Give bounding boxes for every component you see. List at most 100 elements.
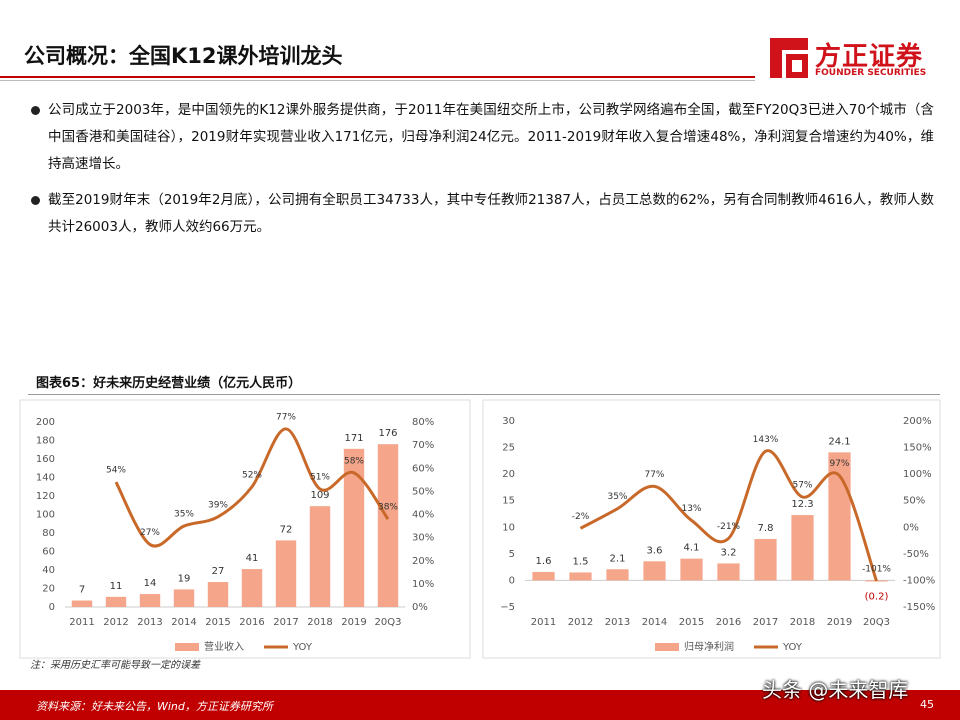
bar xyxy=(275,540,297,607)
line-value-label: 77% xyxy=(276,412,296,422)
y-tick-label: 0 xyxy=(509,575,515,586)
x-tick-label: 2017 xyxy=(273,617,298,628)
y-tick-label: 120 xyxy=(36,491,55,502)
bar-value-label: 1.5 xyxy=(573,556,589,567)
bar xyxy=(532,571,555,581)
bar-value-label: 176 xyxy=(378,428,397,439)
chart-frame xyxy=(482,399,941,659)
line-value-label: 143% xyxy=(753,435,779,445)
bar-value-label: 11 xyxy=(110,581,123,592)
bar-value-label: 109 xyxy=(310,490,329,501)
legend-swatch xyxy=(655,643,679,651)
bar xyxy=(791,515,814,581)
figure-title: 图表65：好未来历史经营业绩（亿元人民币） xyxy=(36,376,302,391)
y2-tick-label: 0% xyxy=(412,602,428,613)
y-tick-label: 0 xyxy=(49,602,55,613)
bullet-item: 截至2019财年末（2019年2月底），公司拥有全职员工34733人，其中专任教… xyxy=(31,187,934,241)
figure-rule xyxy=(28,394,940,395)
legend-swatch xyxy=(175,643,199,651)
y2-tick-label: 40% xyxy=(412,510,434,521)
bar xyxy=(71,600,93,607)
footer-source: 资料来源：好未来公告，Wind，方正证券研究所 xyxy=(36,700,273,713)
y-tick-label: 10 xyxy=(502,522,515,533)
bullet-item: 公司成立于2003年，是中国领先的K12课外服务提供商，于2011年在美国纽交所… xyxy=(31,97,934,178)
y-tick-label: 100 xyxy=(36,510,55,521)
line-value-label: -21% xyxy=(717,522,741,532)
y2-tick-label: 30% xyxy=(412,533,434,544)
y2-tick-label: 100% xyxy=(903,469,932,480)
line-value-label: 38% xyxy=(378,503,398,513)
line-value-label: 35% xyxy=(174,510,194,520)
y2-tick-label: -100% xyxy=(903,575,935,586)
y2-tick-label: 150% xyxy=(903,443,932,454)
line-value-label: 58% xyxy=(344,456,364,466)
bar-value-label: 3.2 xyxy=(721,547,737,558)
bar xyxy=(680,558,703,581)
legend-label: YOY xyxy=(782,642,803,653)
bar xyxy=(754,538,777,581)
y2-tick-label: 50% xyxy=(903,496,925,507)
line-value-label: -101% xyxy=(862,564,891,574)
bar xyxy=(241,569,263,607)
y-tick-label: 60 xyxy=(42,547,55,558)
y-tick-label: 80 xyxy=(42,528,55,539)
x-tick-label: 2012 xyxy=(103,617,128,628)
page-number: 45 xyxy=(920,698,934,711)
bar-value-label: 4.1 xyxy=(684,543,700,554)
line-value-label: 13% xyxy=(681,504,701,514)
x-tick-label: 2013 xyxy=(137,617,162,628)
bullet-text: 截至2019财年末（2019年2月底），公司拥有全职员工34733人，其中专任教… xyxy=(48,192,934,235)
bar-value-label: (0.2) xyxy=(865,591,889,602)
logo-text: 方正证券 xyxy=(815,42,924,72)
bar xyxy=(173,589,195,607)
y2-tick-label: 80% xyxy=(412,417,434,428)
line-value-label: 54% xyxy=(106,466,126,476)
line-value-label: 27% xyxy=(140,528,160,538)
bar-value-label: 171 xyxy=(344,433,363,444)
logo-subtext: FOUNDER SECURITIES xyxy=(815,68,927,78)
y-tick-label: 30 xyxy=(502,416,515,427)
bar xyxy=(643,561,666,581)
x-tick-label: 2012 xyxy=(568,617,593,628)
slide-title: 公司概况：全国K12课外培训龙头 xyxy=(24,44,343,68)
y2-tick-label: 70% xyxy=(412,440,434,451)
bar-value-label: 41 xyxy=(246,553,259,564)
y-tick-label: 40 xyxy=(42,565,55,576)
y2-tick-label: 0% xyxy=(903,522,919,533)
line-value-label: 77% xyxy=(644,470,664,480)
y-tick-label: 180 xyxy=(36,436,55,447)
y-tick-label: 15 xyxy=(502,496,515,507)
line-value-label: 97% xyxy=(829,459,849,469)
bar xyxy=(343,448,365,607)
y-tick-label: 5 xyxy=(509,549,515,560)
y2-tick-label: -50% xyxy=(903,549,929,560)
x-tick-label: 2019 xyxy=(341,617,366,628)
y2-tick-label: -150% xyxy=(903,602,935,613)
bar-value-label: 7 xyxy=(79,585,85,596)
y2-tick-label: 20% xyxy=(412,556,434,567)
y-tick-label: 160 xyxy=(36,454,55,465)
bar xyxy=(207,582,229,607)
bar xyxy=(309,506,331,607)
line-value-label: 51% xyxy=(310,473,330,483)
bar xyxy=(569,572,592,581)
legend-label: 归母净利润 xyxy=(684,640,734,653)
bar-value-label: 24.1 xyxy=(828,436,850,447)
yoy-line xyxy=(579,449,878,582)
bar-value-label: 72 xyxy=(280,524,293,535)
bar xyxy=(377,444,399,607)
bar xyxy=(105,596,127,607)
bar-value-label: 12.3 xyxy=(791,499,813,510)
x-tick-label: 2015 xyxy=(679,617,704,628)
watermark: 头条 @未来智库 xyxy=(762,678,909,702)
line-value-label: 35% xyxy=(607,492,627,502)
y2-tick-label: 200% xyxy=(903,416,932,427)
x-tick-label: 2016 xyxy=(239,617,264,628)
legend-label: YOY xyxy=(292,642,313,653)
y-tick-label: 140 xyxy=(36,473,55,484)
legend-label: 营业收入 xyxy=(204,640,244,653)
x-tick-label: 2013 xyxy=(605,617,630,628)
yoy-line xyxy=(114,427,390,548)
bar-value-label: 1.6 xyxy=(536,556,552,567)
